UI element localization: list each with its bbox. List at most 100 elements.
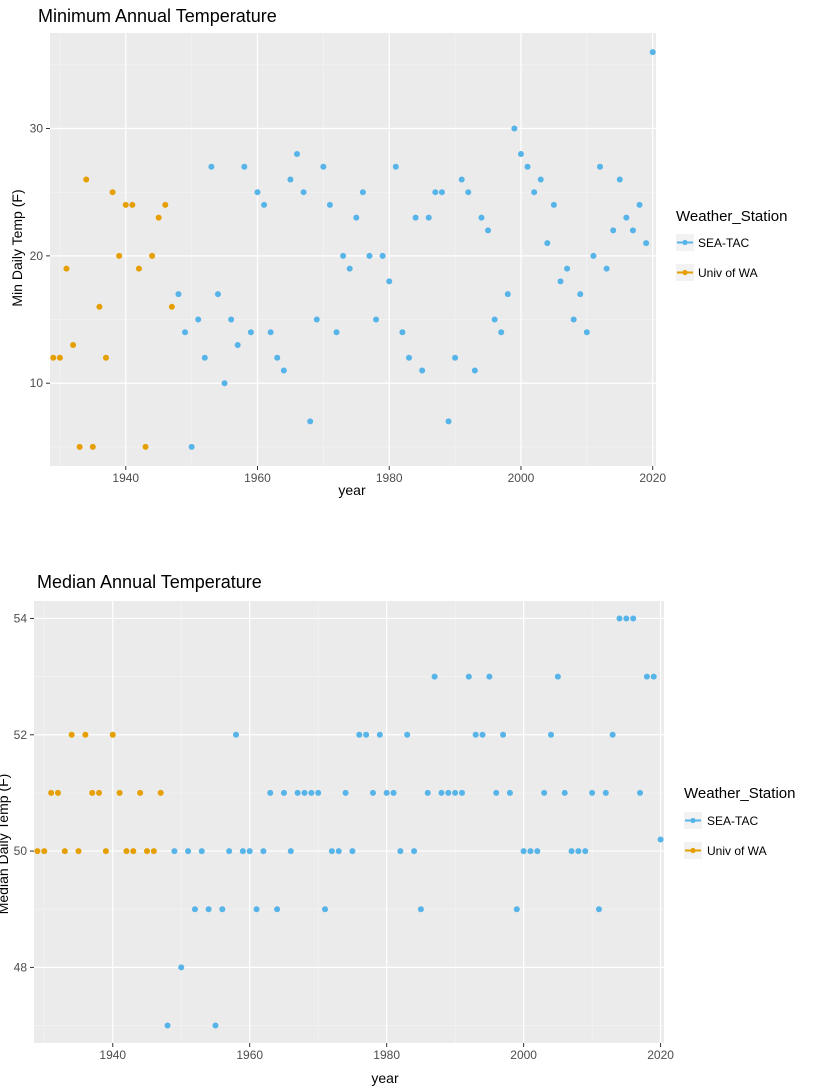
data-point [397, 848, 404, 855]
data-point [83, 176, 90, 183]
data-point [247, 329, 254, 336]
data-point [301, 789, 308, 796]
data-point [392, 163, 399, 170]
data-point [164, 1022, 171, 1029]
x-axis-label: year [338, 482, 366, 498]
data-point [412, 214, 419, 221]
data-point [308, 789, 315, 796]
data-point [419, 367, 426, 374]
data-point [208, 163, 215, 170]
gridlines [34, 601, 664, 1043]
data-point [142, 443, 149, 450]
data-point [537, 176, 544, 183]
chart-title: Median Annual Temperature [37, 572, 262, 592]
data-point [452, 354, 459, 361]
legend: Weather_Station SEA-TAC Univ of WA [676, 208, 787, 281]
data-point [287, 848, 294, 855]
data-point [554, 673, 561, 680]
data-point [96, 789, 103, 796]
axis-ticks: 1940 1960 1980 2000 2020 48 50 52 54 [14, 611, 675, 1062]
data-point [534, 848, 541, 855]
data-point [157, 789, 164, 796]
data-point [129, 201, 136, 208]
data-point [335, 848, 342, 855]
data-point [517, 150, 524, 157]
series-univ-of-wa [50, 176, 175, 450]
data-point [137, 789, 144, 796]
data-point [214, 291, 221, 298]
legend-key-point [690, 847, 696, 854]
data-point [109, 189, 116, 196]
data-point [636, 201, 643, 208]
data-point [34, 848, 41, 855]
data-point [548, 731, 555, 738]
data-point [568, 848, 575, 855]
data-point [657, 836, 664, 843]
data-point [637, 789, 644, 796]
data-point [219, 906, 226, 913]
data-point [411, 848, 418, 855]
data-point [54, 789, 61, 796]
data-point [253, 906, 260, 913]
data-point [130, 848, 137, 855]
data-point [82, 731, 89, 738]
data-point [349, 848, 356, 855]
data-point [369, 789, 376, 796]
plot-panel [50, 33, 656, 466]
data-point [570, 316, 577, 323]
x-tick-label: 1940 [112, 471, 139, 485]
data-point [583, 329, 590, 336]
data-point [478, 214, 485, 221]
data-point [342, 789, 349, 796]
legend: Weather_Station SEA-TAC Univ of WA [684, 785, 795, 859]
data-point [274, 354, 281, 361]
x-tick-label: 2020 [647, 1048, 674, 1062]
data-point [383, 789, 390, 796]
axis-ticks: 1940 1960 1980 2000 2020 10 20 30 [30, 122, 667, 485]
data-points [50, 49, 656, 450]
x-tick-label: 2000 [508, 471, 535, 485]
data-point [135, 265, 142, 272]
data-point [102, 354, 109, 361]
data-point [280, 789, 287, 796]
data-point [188, 443, 195, 450]
gridlines [50, 33, 656, 466]
legend-key-point [690, 817, 696, 824]
data-point [171, 848, 178, 855]
data-point [544, 240, 551, 247]
legend-title: Weather_Station [684, 785, 795, 802]
data-point [603, 265, 610, 272]
data-point [589, 789, 596, 796]
data-point [524, 163, 531, 170]
data-point [424, 789, 431, 796]
data-point [650, 673, 657, 680]
data-point [96, 303, 103, 310]
data-point [61, 848, 68, 855]
legend-title: Weather_Station [676, 208, 787, 225]
data-point [89, 443, 96, 450]
data-point [471, 367, 478, 374]
data-point [595, 906, 602, 913]
data-point [452, 789, 459, 796]
data-point [564, 265, 571, 272]
legend-label-sea-tac: SEA-TAC [698, 236, 749, 250]
legend-key-point [682, 269, 688, 276]
data-point [445, 418, 452, 425]
data-point [191, 906, 198, 913]
data-point [149, 252, 156, 259]
data-point [89, 789, 96, 796]
data-point [315, 789, 322, 796]
data-point [643, 673, 650, 680]
data-point [246, 848, 253, 855]
data-point [511, 125, 518, 132]
data-point [366, 252, 373, 259]
data-point [376, 731, 383, 738]
chart-title: Minimum Annual Temperature [38, 6, 277, 26]
data-point [390, 789, 397, 796]
data-point [68, 731, 75, 738]
data-point [280, 367, 287, 374]
data-point [155, 214, 162, 221]
data-point [373, 316, 380, 323]
data-point [643, 240, 650, 247]
